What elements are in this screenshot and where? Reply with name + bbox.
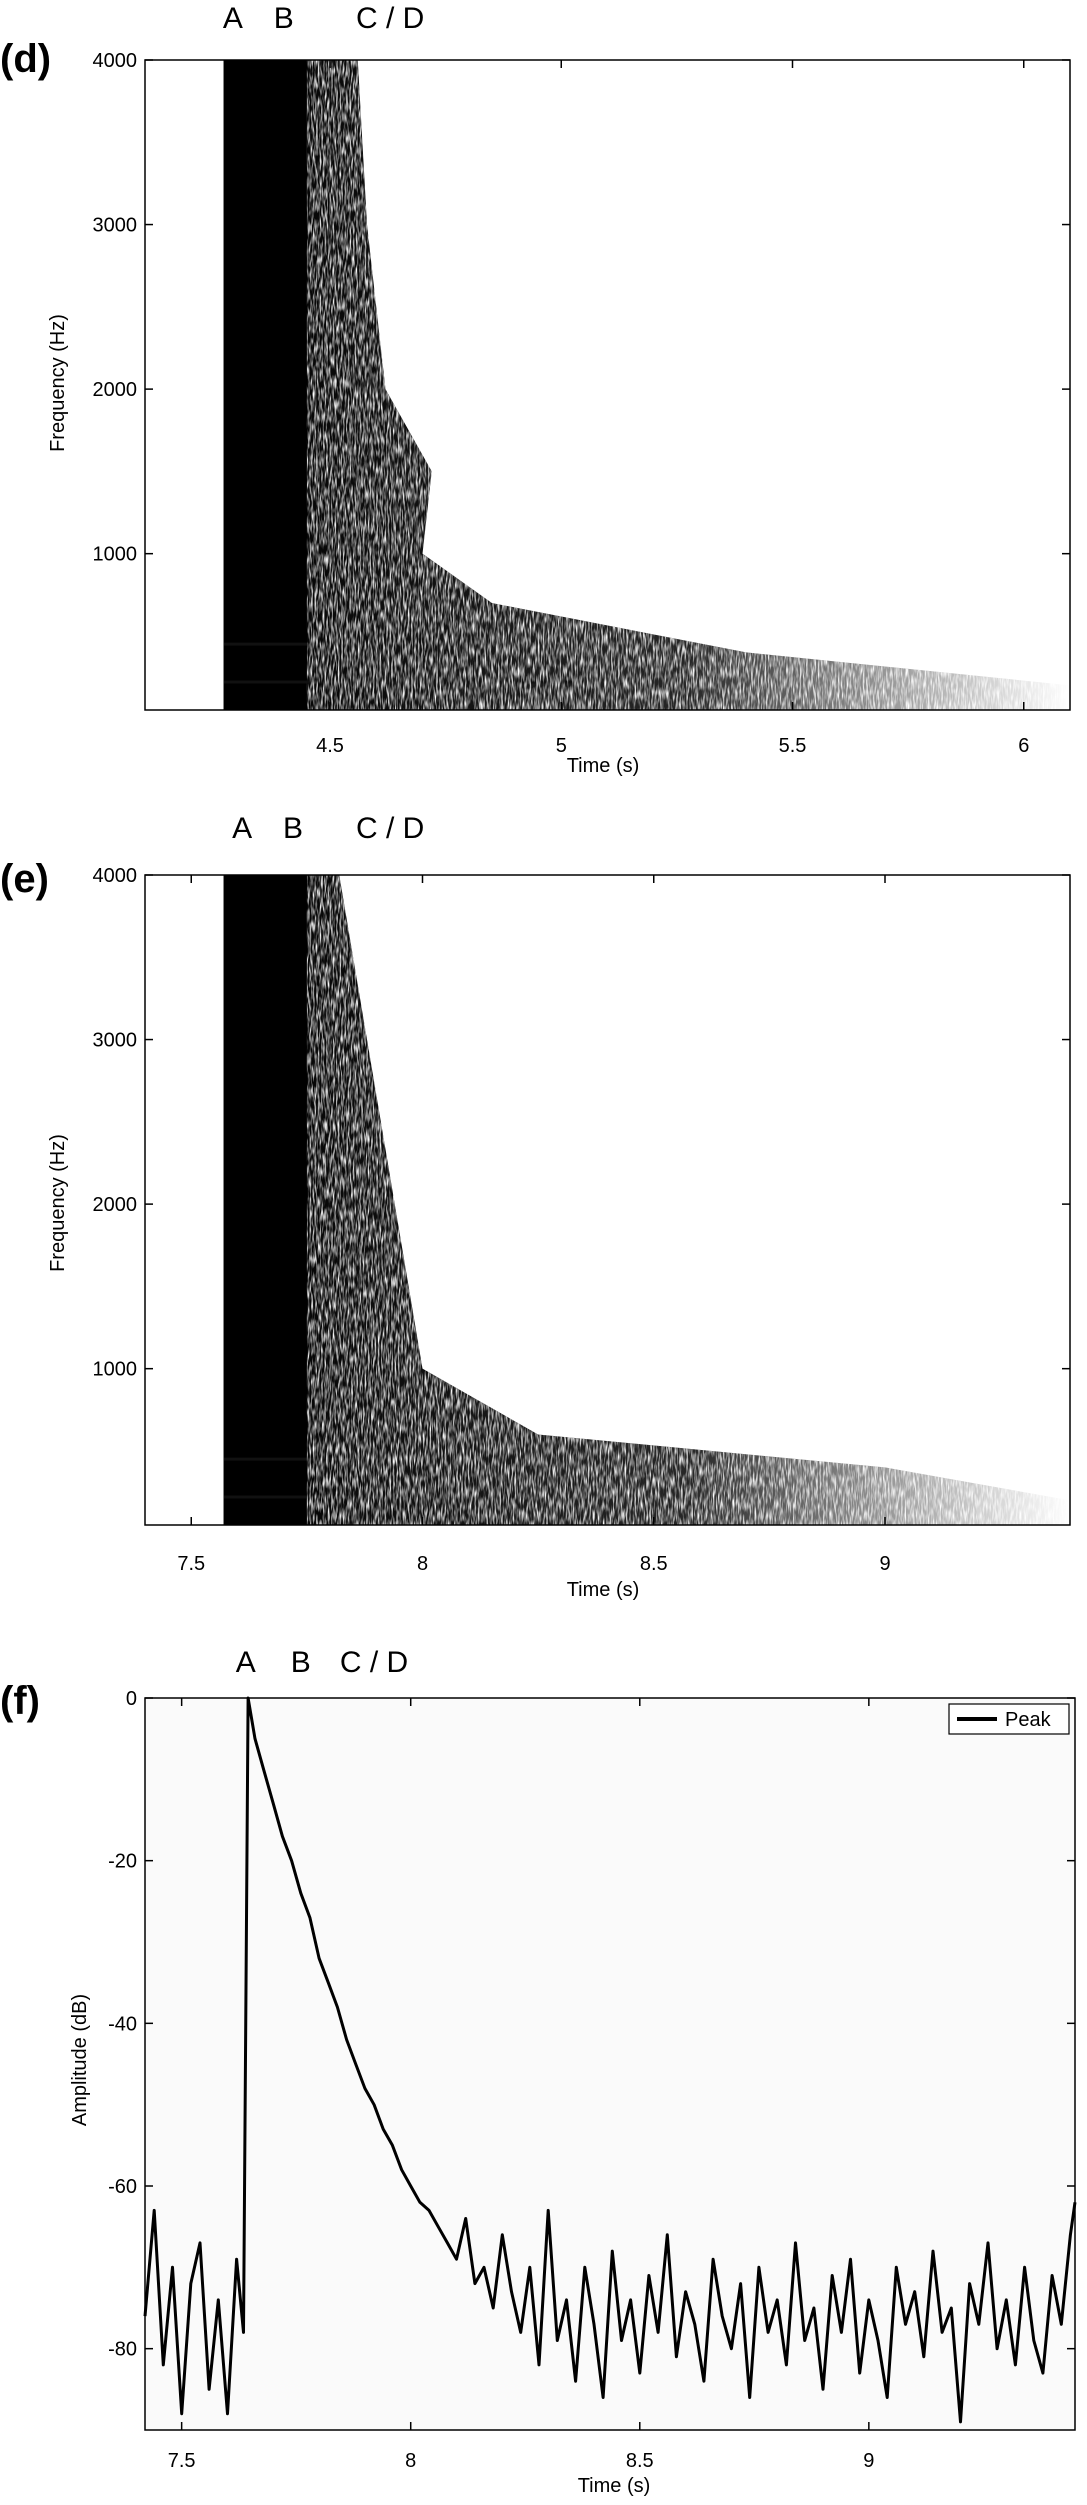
amplitude-chart-f: 7.5 8 8.5 9 -80 -60 -40 -20 0 A B C / D Peak (f) Tim… <box>0 1646 1077 2497</box>
y-tick-label-d-1: 2000 <box>93 379 138 401</box>
panel-label-d: (d) <box>0 37 51 81</box>
axes-frame-e <box>144 874 1071 1526</box>
series-line-f-0 <box>143 1696 1077 2424</box>
y-tick-label-f-4: 0 <box>126 1688 137 1710</box>
event-label-d-0: A <box>223 2 243 35</box>
spectrogram-panel-d: 4.5 5 5.5 6 1000 2000 3000 4000 A B C / D (d) Time… <box>0 0 1087 790</box>
speckle-texture-e <box>223 875 1070 1525</box>
axes-frame-f <box>144 1697 1076 2431</box>
event-label-d-2: C / D <box>356 2 424 35</box>
spectrogram-chart-d: 4.5 5 5.5 6 1000 2000 3000 4000 A B C / D (d) Time… <box>0 2 1071 777</box>
x-tick-label-f-1: 8 <box>405 2450 416 2472</box>
x-tick-label-e-2: 8.5 <box>640 1553 668 1575</box>
y-tick-label-d-0: 1000 <box>93 544 138 566</box>
axis-label-y-f: Amplitude (dB) <box>69 1994 91 2126</box>
axis-label-y-e: Frequency (Hz) <box>47 1134 69 1272</box>
axis-label-x-d: Time (s) <box>567 755 640 777</box>
x-tick-label-e-0: 7.5 <box>177 1553 205 1575</box>
panel-label-f: (f) <box>0 1679 40 1723</box>
y-tick-label-e-1: 2000 <box>93 1194 138 1216</box>
event-label-f-0: A <box>236 1646 256 1679</box>
x-tick-label-d-1: 5 <box>556 735 567 757</box>
y-tick-label-f-3: -20 <box>108 1851 137 1873</box>
y-tick-label-f-2: -40 <box>108 2013 137 2035</box>
axes-frame-d <box>144 59 1071 711</box>
x-tick-label-f-0: 7.5 <box>168 2450 196 2472</box>
panel-label-e: (e) <box>0 857 49 901</box>
x-tick-label-f-2: 8.5 <box>626 2450 654 2472</box>
legend-label-f-0: Peak <box>1005 1709 1052 1731</box>
x-tick-label-d-2: 5.5 <box>779 735 807 757</box>
x-tick-label-d-0: 4.5 <box>316 735 344 757</box>
onset-block-e <box>223 875 307 1525</box>
y-tick-label-f-0: -80 <box>108 2339 137 2361</box>
axis-label-y-d: Frequency (Hz) <box>47 314 69 452</box>
spectrogram-panel-e: 7.5 8 8.5 9 1000 2000 3000 4000 A B C / D (e) Time… <box>0 810 1087 1610</box>
y-tick-label-f-1: -60 <box>108 2176 137 2198</box>
event-label-d-1: B <box>274 2 294 35</box>
event-label-e-0: A <box>232 812 252 845</box>
y-tick-label-d-3: 4000 <box>93 50 138 72</box>
speckle-texture-d <box>223 60 1070 710</box>
onset-block-d <box>223 60 307 710</box>
x-tick-label-f-3: 9 <box>863 2450 874 2472</box>
y-tick-label-d-2: 3000 <box>93 215 138 237</box>
event-label-e-1: B <box>283 812 303 845</box>
event-label-f-2: C / D <box>340 1646 408 1679</box>
x-tick-label-d-3: 6 <box>1018 735 1029 757</box>
y-tick-label-e-3: 4000 <box>93 865 138 887</box>
y-tick-label-e-2: 3000 <box>93 1030 138 1052</box>
event-label-f-1: B <box>291 1646 311 1679</box>
event-label-e-2: C / D <box>356 812 424 845</box>
plot-background-f <box>145 1698 1075 2430</box>
axis-label-x-e: Time (s) <box>567 1579 640 1601</box>
amplitude-panel-f: 7.5 8 8.5 9 -80 -60 -40 -20 0 A B C / D Peak (f) Tim… <box>0 1630 1087 2500</box>
x-tick-label-e-1: 8 <box>417 1553 428 1575</box>
x-tick-label-e-3: 9 <box>879 1553 890 1575</box>
spectrogram-chart-e: 7.5 8 8.5 9 1000 2000 3000 4000 A B C / D (e) Time… <box>0 812 1071 1601</box>
y-tick-label-e-0: 1000 <box>93 1359 138 1381</box>
axis-label-x-f: Time (s) <box>578 2475 651 2497</box>
